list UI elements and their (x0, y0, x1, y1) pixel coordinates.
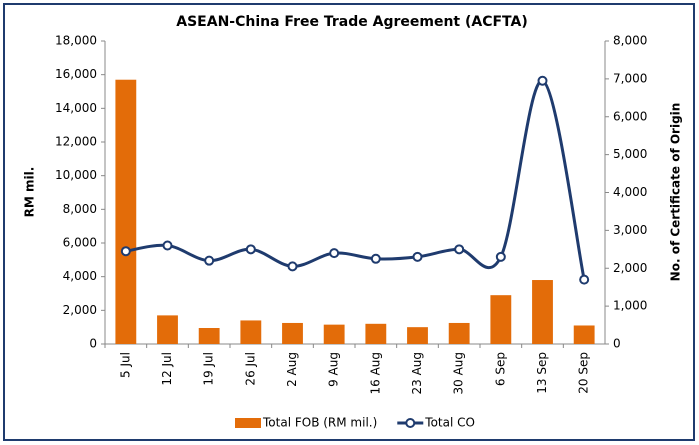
line-marker (412, 251, 423, 262)
y2-tick-label: 3,000 (613, 223, 647, 237)
bar (573, 325, 595, 344)
bar (198, 328, 220, 344)
bar (490, 295, 512, 344)
x-tick-label: 19 Jul (202, 352, 216, 386)
line-marker (579, 274, 590, 285)
y2-tick-label: 8,000 (613, 34, 647, 48)
bar (115, 79, 137, 344)
bar (323, 324, 345, 344)
y-tick-label: 18,000 (55, 34, 97, 48)
x-tick-label: 20 Sep (577, 352, 591, 394)
x-tick-label: 23 Aug (410, 352, 424, 395)
x-tick-label: 30 Aug (452, 352, 466, 395)
legend-label: Total FOB (RM mil.) (262, 416, 377, 430)
line-marker (495, 251, 506, 262)
y-axis-label: RM mil. (23, 167, 37, 218)
y-tick-label: 10,000 (55, 168, 97, 182)
y-tick-label: 8,000 (63, 202, 97, 216)
x-tick-label: 12 Jul (160, 352, 174, 386)
bar (407, 327, 428, 344)
y-tick-label: 4,000 (63, 269, 97, 283)
y2-tick-label: 2,000 (613, 261, 647, 275)
bar (365, 323, 387, 344)
x-tick-label: 2 Aug (285, 352, 299, 387)
y-tick-label: 0 (89, 337, 97, 351)
y2-axis-label: No. of Certificate of Origin (669, 103, 683, 282)
line-marker (245, 244, 256, 255)
line-marker (204, 255, 215, 266)
line-marker (287, 261, 298, 272)
legend-swatch (235, 418, 261, 428)
y2-tick-label: 6,000 (613, 109, 647, 123)
line-marker (162, 240, 173, 251)
x-tick-label: 9 Aug (327, 352, 341, 387)
bar (157, 315, 178, 344)
y-tick-label: 6,000 (63, 236, 97, 250)
y-tick-label: 16,000 (55, 67, 97, 81)
x-tick-label: 16 Aug (368, 352, 382, 395)
chart-title: ASEAN-China Free Trade Agreement (ACFTA) (176, 14, 528, 30)
y2-tick-label: 1,000 (613, 299, 647, 313)
line-marker (537, 75, 548, 86)
x-tick-label: 5 Jul (118, 352, 132, 378)
legend-label: Total CO (424, 416, 475, 430)
bar (240, 320, 262, 344)
y2-tick-label: 7,000 (613, 71, 647, 85)
y-tick-label: 14,000 (55, 101, 97, 115)
line-marker (370, 253, 381, 264)
y2-tick-label: 4,000 (613, 185, 647, 199)
line-marker (329, 248, 340, 259)
y-tick-label: 12,000 (55, 135, 97, 149)
y2-tick-label: 5,000 (613, 147, 647, 161)
y-tick-label: 2,000 (63, 303, 97, 317)
bar (532, 280, 553, 344)
legend-swatch (405, 418, 416, 428)
y2-tick-label: 0 (613, 337, 621, 351)
line-marker (454, 244, 465, 255)
line-marker (120, 246, 131, 257)
x-tick-label: 26 Jul (243, 352, 257, 386)
x-tick-label: 6 Sep (493, 352, 507, 386)
x-tick-label: 13 Sep (535, 352, 549, 394)
bar (282, 322, 303, 344)
bar (448, 322, 470, 344)
